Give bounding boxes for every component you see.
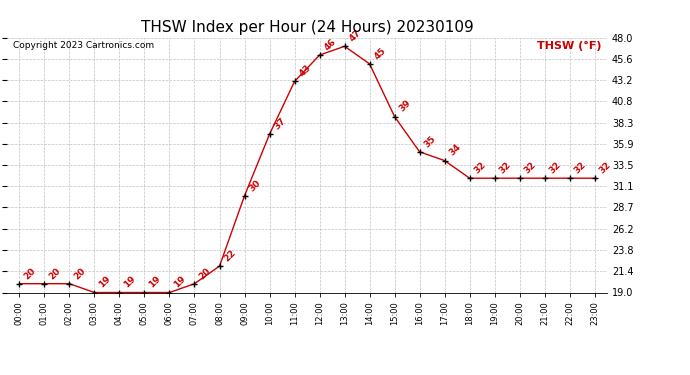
- Text: 45: 45: [373, 46, 388, 61]
- Text: 46: 46: [322, 37, 337, 52]
- Text: Copyright 2023 Cartronics.com: Copyright 2023 Cartronics.com: [13, 41, 154, 50]
- Text: 32: 32: [473, 160, 488, 176]
- Text: 39: 39: [397, 99, 413, 114]
- Text: 47: 47: [347, 28, 363, 44]
- Text: 20: 20: [22, 266, 37, 281]
- Text: 32: 32: [598, 160, 613, 176]
- Text: 20: 20: [197, 266, 213, 281]
- Text: 30: 30: [247, 178, 262, 193]
- Title: THSW Index per Hour (24 Hours) 20230109: THSW Index per Hour (24 Hours) 20230109: [141, 20, 473, 35]
- Text: 19: 19: [97, 274, 112, 290]
- Text: 19: 19: [172, 274, 188, 290]
- Text: 22: 22: [222, 248, 237, 263]
- Text: 35: 35: [422, 134, 437, 149]
- Text: 34: 34: [447, 142, 463, 158]
- Text: 19: 19: [147, 274, 163, 290]
- Text: 32: 32: [547, 160, 562, 176]
- Text: 37: 37: [273, 116, 288, 132]
- Text: 32: 32: [573, 160, 588, 176]
- Text: 32: 32: [497, 160, 513, 176]
- Text: 20: 20: [47, 266, 62, 281]
- Text: 43: 43: [297, 63, 313, 79]
- Text: 19: 19: [122, 274, 137, 290]
- Text: 20: 20: [72, 266, 88, 281]
- Text: 32: 32: [522, 160, 538, 176]
- Text: THSW (°F): THSW (°F): [537, 41, 601, 51]
